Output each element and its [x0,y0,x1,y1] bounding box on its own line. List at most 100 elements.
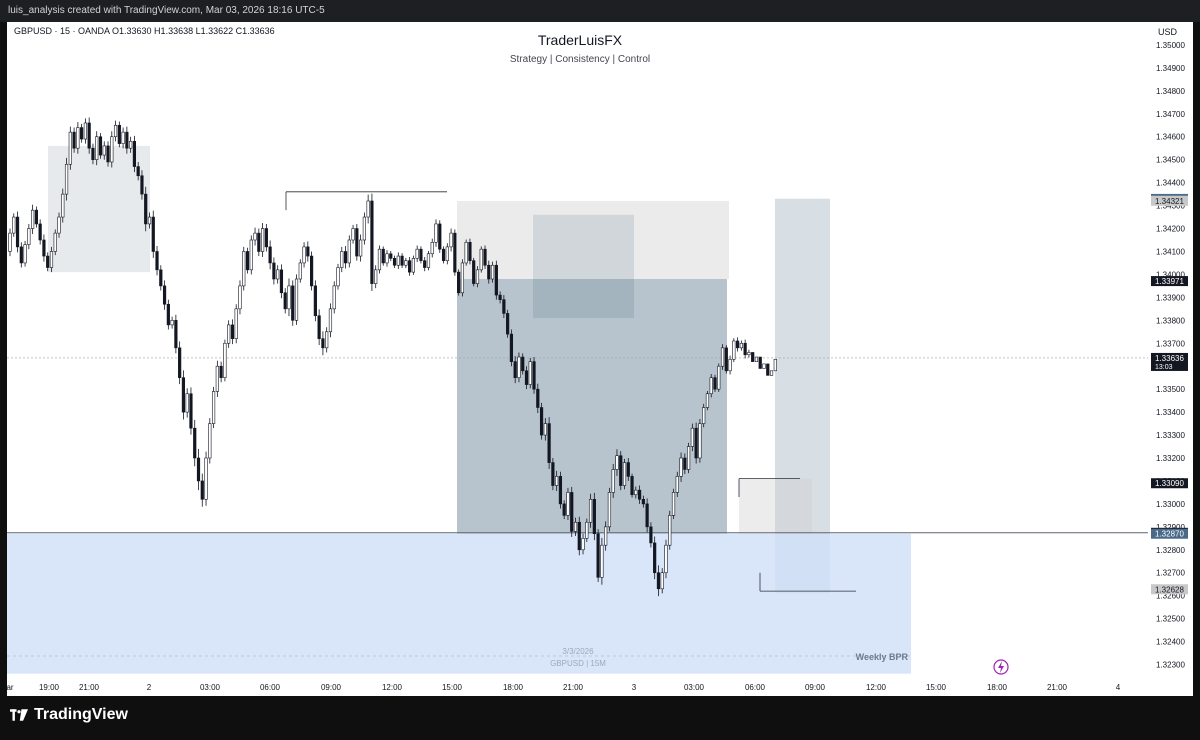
candle-bear [392,258,397,266]
candle-bear [494,264,498,296]
x-tick-label: 06:00 [745,683,766,692]
candle-bull [68,131,72,165]
candle-bull [479,248,483,271]
y-tick-label: 1.33700 [1156,339,1185,348]
candle-bear [268,246,272,264]
candle-bear [487,264,491,280]
candle-bear [592,499,596,535]
lightning-bolt-icon [998,661,1004,673]
candle-bull [61,193,65,218]
candle-bull [8,232,12,252]
fvg-box [739,478,812,534]
candle-bear [230,324,235,339]
y-tick-label: 1.34000 [1156,270,1185,279]
candle-bull [336,267,340,287]
candle-bull [249,239,253,271]
top-bar: luis_analysis created with TradingView.c… [0,0,1200,22]
candle-bear [472,260,476,284]
candle-bull [76,127,80,149]
y-tick-label: 1.34700 [1156,110,1185,119]
candle-bear [136,166,140,177]
candle-bull [615,455,619,470]
candle-bear [257,232,261,252]
candle-bear [19,246,23,264]
candle-bull [95,136,99,160]
price-label-badge [1151,276,1188,287]
candle-bear [151,216,155,252]
candle-bull [773,359,777,372]
candle-bear [502,299,506,314]
candle-bear [155,251,159,271]
candle-bull [611,469,615,493]
candle-bull [705,393,710,408]
candle-bull [302,246,306,264]
candle-bear [694,427,698,459]
range-box-2 [533,214,634,319]
candle-bear [125,131,129,149]
candle-bull [739,342,743,349]
candle-bull [464,241,468,264]
candle-bull [340,251,344,268]
y-tick-label: 1.34800 [1156,87,1185,96]
candle-bear [291,285,295,321]
candle-bull [211,391,216,424]
candle-bull [347,239,351,264]
candle-bull [110,136,114,163]
price-label-text: 1.32628 [1155,585,1184,594]
candle-bull [754,356,759,362]
tradingview-logo[interactable]: TradingView [10,706,128,724]
candle-bear [766,363,770,376]
candle-bear [453,232,457,273]
candle-bear [343,251,348,264]
candle-bear [626,462,630,477]
candle-bull [53,232,57,252]
candle-bear [521,356,525,372]
x-tick-label: 21:00 [1047,683,1068,692]
candle-bull [404,260,408,266]
candle-bear [630,476,634,496]
candle-bear [34,209,38,225]
candle-bull [445,246,449,261]
candle-bear [645,503,649,528]
candle-bull [294,278,299,321]
candle-bull [396,255,400,266]
candle-bear [91,147,95,160]
y-tick-label: 1.32300 [1156,661,1185,670]
candle-bear [181,377,186,413]
x-tick-label: 12:00 [866,683,887,692]
candle-bear [193,427,197,459]
candle-bull [664,544,668,574]
candle-bear [174,320,178,349]
candle-bull [702,407,706,424]
candle-bull [430,241,434,255]
candle-bull [698,423,702,459]
candle-bull [242,251,246,287]
watermark-date: 3/3/2026 [562,647,594,656]
y-tick-label: 1.34200 [1156,225,1185,234]
y-tick-label: 1.32800 [1156,546,1185,555]
candle-bull [57,216,61,234]
weekly-bpr-zone [7,533,911,674]
candle-bull [287,285,291,310]
candle-bull [374,269,378,284]
candle-bear [313,285,317,317]
candle-bull [555,476,559,486]
candle-bear [438,223,442,250]
discount-box [457,279,727,534]
price-label-text: 1.34321 [1155,197,1184,206]
price-label-text: 1.33971 [1155,277,1184,286]
candle-bull [208,423,212,459]
candle-bull [517,356,521,378]
candle-bull [27,228,31,245]
candle-bear [743,342,747,356]
candle-bull [359,239,363,257]
candle-bear [80,127,84,140]
premium-box [457,200,729,280]
candle-bull [328,308,333,333]
candle-bull [215,365,219,392]
y-tick-label: 1.34600 [1156,133,1185,142]
currency-label[interactable]: USD [1158,27,1178,37]
candle-bull [234,308,238,339]
x-tick-label: 18:00 [987,683,1008,692]
